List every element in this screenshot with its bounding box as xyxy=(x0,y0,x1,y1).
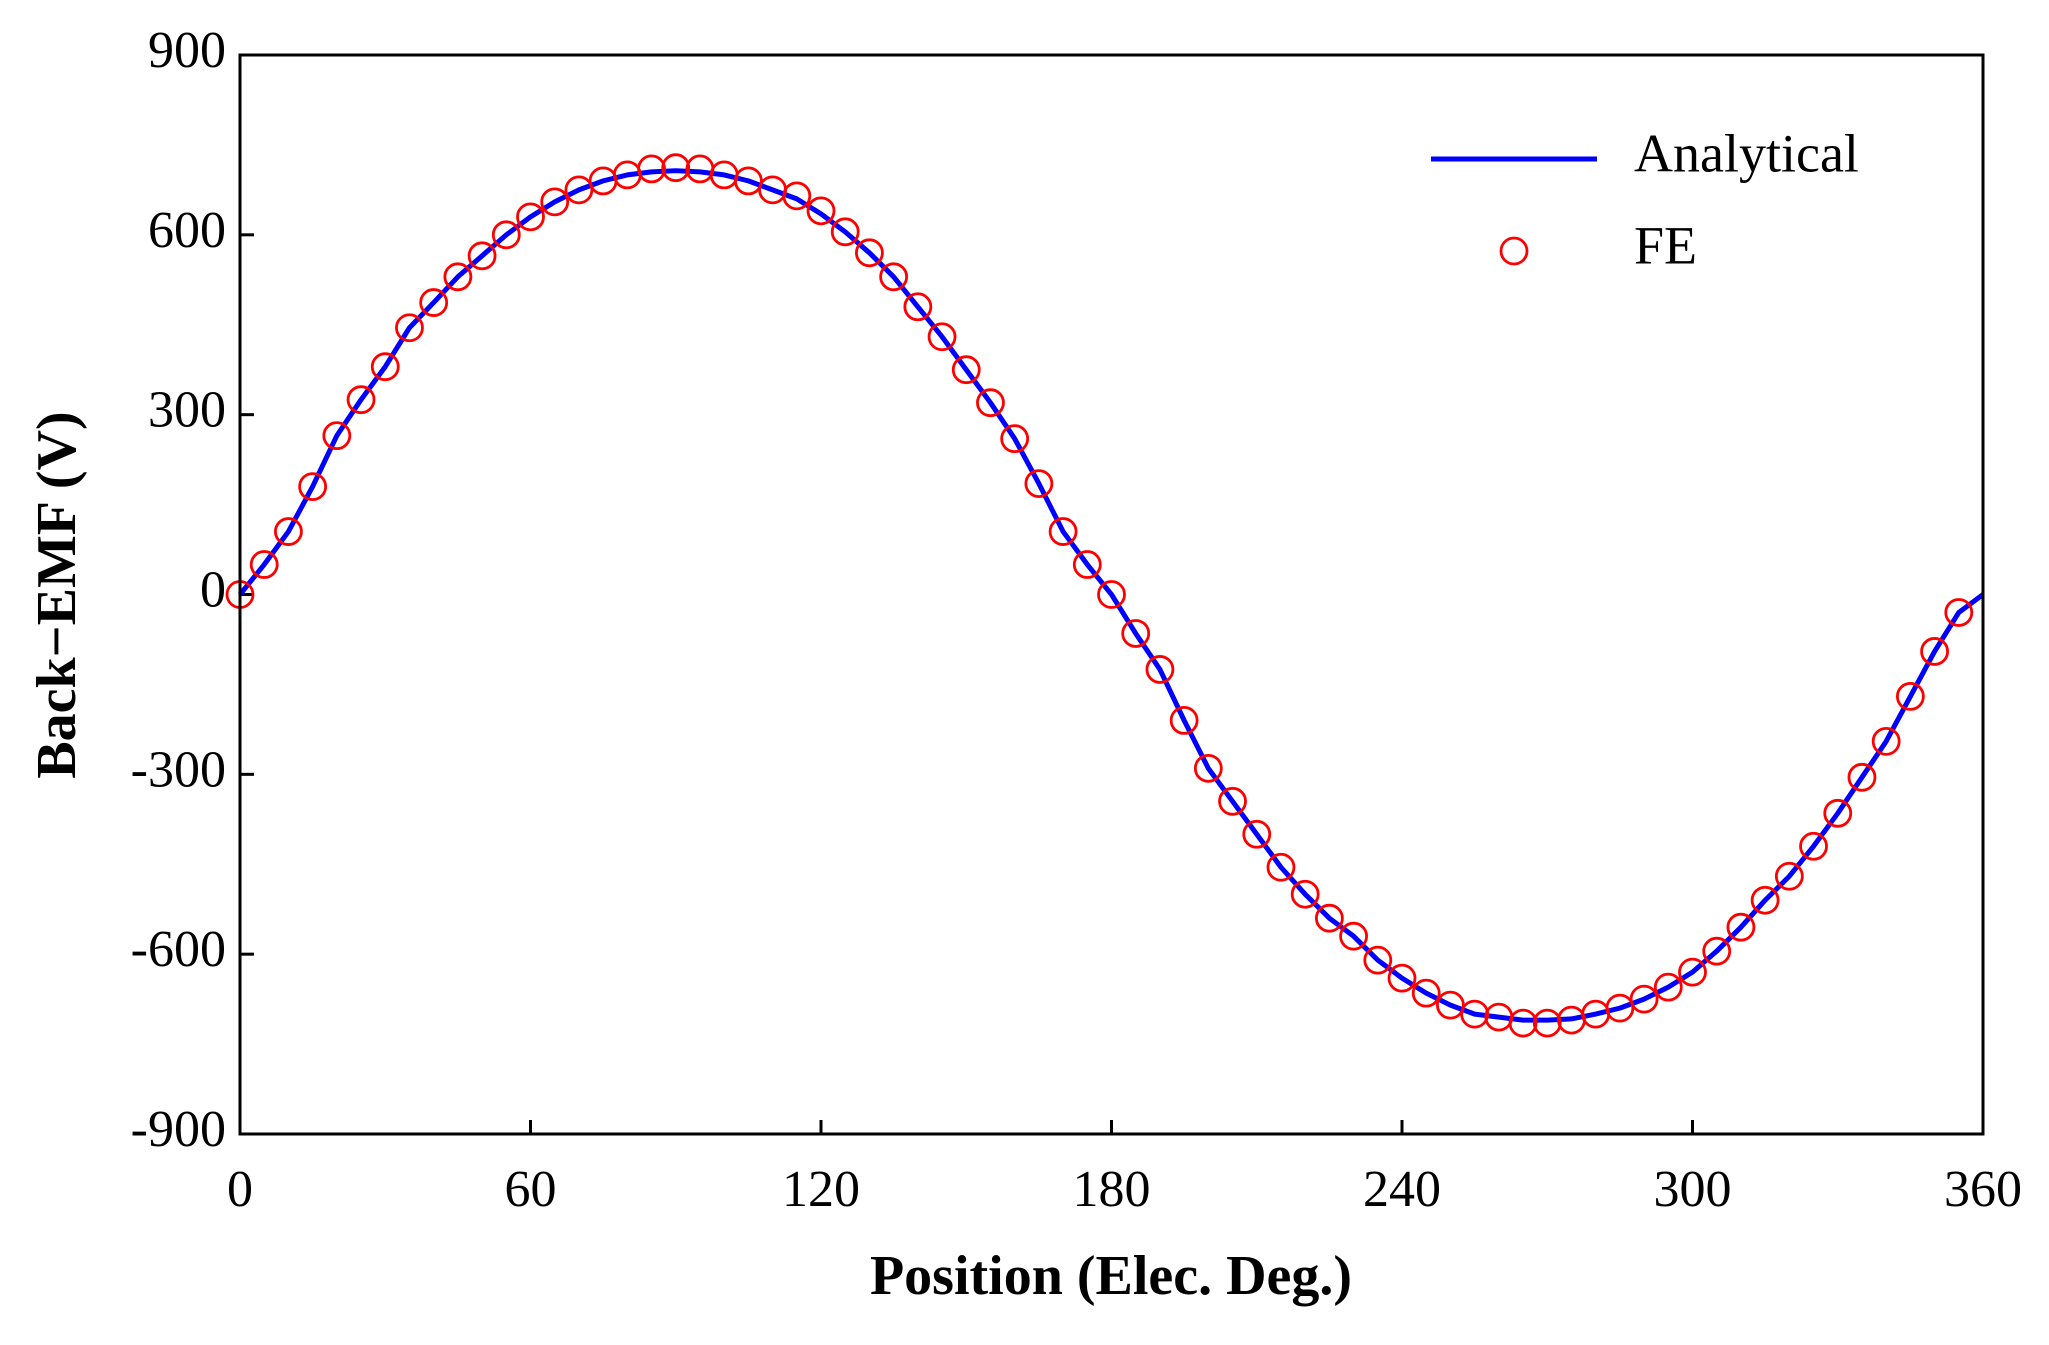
fe-marker xyxy=(1193,753,1223,783)
fe-marker xyxy=(1145,655,1175,684)
fe-marker xyxy=(951,355,981,385)
fe-marker xyxy=(1823,798,1853,828)
fe-marker xyxy=(1532,1008,1562,1038)
fe-marker xyxy=(1774,861,1804,891)
fe-marker xyxy=(298,472,328,502)
fe-marker xyxy=(516,202,545,232)
x-tick-label: 0 xyxy=(227,1161,253,1218)
fe-marker xyxy=(1121,619,1151,648)
fe-marker xyxy=(879,262,909,292)
fe-marker xyxy=(1314,903,1344,933)
fe-marker xyxy=(249,550,279,579)
fe-marker xyxy=(1653,972,1683,1002)
fe-marker xyxy=(976,388,1005,418)
fe-marker xyxy=(467,241,497,271)
fe-marker xyxy=(1799,831,1828,861)
fe-marker xyxy=(637,154,666,184)
fe-marker xyxy=(1097,580,1126,609)
fe-marker xyxy=(1678,957,1707,987)
legend-label: Analytical xyxy=(1634,123,1859,183)
fe-marker xyxy=(274,517,303,546)
fe-marker xyxy=(1750,885,1780,915)
fe-marker xyxy=(322,421,352,451)
fe-marker xyxy=(395,313,424,343)
y-axis-title: Back−EMF (V) xyxy=(26,411,88,778)
y-tick-label: 600 xyxy=(148,202,226,259)
fe-marker xyxy=(1871,726,1901,756)
fe-marker xyxy=(419,288,449,317)
x-tick-label: 360 xyxy=(1944,1161,2022,1218)
legend-marker xyxy=(1499,236,1529,266)
fe-marker xyxy=(1242,819,1272,849)
fe-marker xyxy=(1508,1008,1538,1038)
x-tick-label: 240 xyxy=(1363,1161,1441,1218)
fe-marker xyxy=(830,217,860,247)
fe-marker xyxy=(1726,912,1756,942)
fe-marker xyxy=(685,154,715,184)
fe-marker xyxy=(903,292,933,322)
y-tick-label: -600 xyxy=(131,921,226,978)
x-tick-label: 60 xyxy=(505,1161,557,1218)
plot-frame xyxy=(238,53,1985,1136)
fe-marker xyxy=(927,322,957,352)
x-tick-label: 180 xyxy=(1073,1161,1151,1218)
x-axis-title: Position (Elec. Deg.) xyxy=(870,1245,1352,1307)
analytical-line xyxy=(238,168,1985,1023)
fe-marker xyxy=(1072,550,1102,579)
fe-marker xyxy=(1218,786,1247,816)
fe-marker xyxy=(1895,682,1925,711)
y-tick-label: 300 xyxy=(148,382,226,439)
fe-marker xyxy=(491,220,521,250)
fe-marker xyxy=(1847,762,1877,792)
fe-marker xyxy=(782,181,812,211)
fe-marker xyxy=(1702,936,1732,966)
x-tick-label: 300 xyxy=(1654,1161,1732,1218)
fe-marker xyxy=(370,352,400,382)
fe-marker xyxy=(806,196,836,226)
y-tick-label: -900 xyxy=(131,1101,226,1158)
fe-marker xyxy=(1169,705,1199,735)
y-tick-label: 0 xyxy=(200,561,226,618)
fe-marker xyxy=(1629,984,1659,1014)
fe-marker xyxy=(1000,424,1030,454)
fe-marker xyxy=(1266,852,1296,882)
y-tick-label: -300 xyxy=(131,741,226,798)
fe-marker xyxy=(661,153,691,183)
legend-label: FE xyxy=(1634,215,1697,275)
fe-marker xyxy=(443,262,473,292)
fe-marker xyxy=(855,238,884,268)
fe-marker xyxy=(346,385,376,415)
fe-marker xyxy=(1411,978,1441,1008)
fe-marker xyxy=(1363,945,1393,975)
fe-marker xyxy=(540,187,570,217)
fe-marker xyxy=(1920,637,1949,666)
fe-marker xyxy=(1387,963,1417,993)
y-tick-label: 900 xyxy=(148,22,226,79)
fe-marker xyxy=(1944,598,1974,627)
fe-marker xyxy=(1460,999,1490,1029)
fe-marker xyxy=(1339,921,1368,951)
fe-marker xyxy=(1048,517,1078,546)
fe-marker xyxy=(1024,469,1054,499)
x-tick-label: 120 xyxy=(782,1161,860,1218)
fe-marker xyxy=(1290,879,1320,909)
